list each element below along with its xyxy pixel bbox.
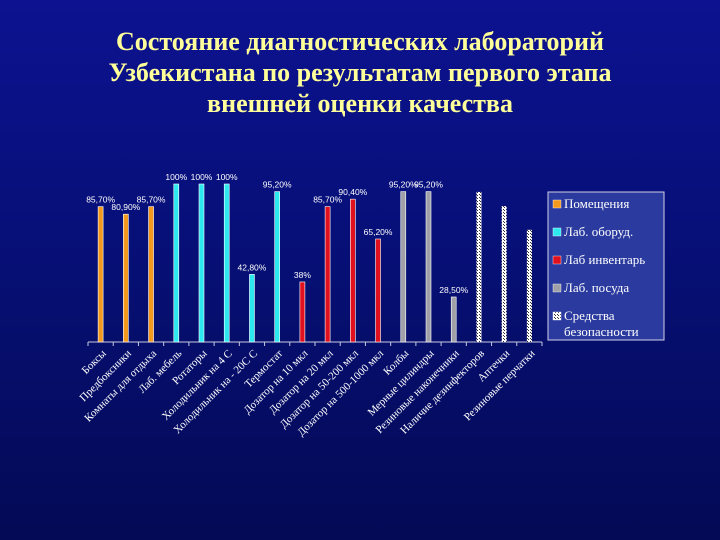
data-label: 95,20% — [263, 180, 292, 190]
legend — [547, 191, 665, 341]
bar — [299, 281, 306, 343]
bar — [501, 206, 507, 342]
legend-label: Лаб. посуда — [564, 280, 629, 295]
title-line: Состояние диагностических лабораторий — [116, 27, 604, 56]
data-label: 85,70% — [137, 195, 166, 205]
bar — [425, 191, 432, 343]
bar — [198, 183, 205, 343]
title-line: внешней оценки качества — [207, 89, 513, 118]
data-label: 95,20% — [414, 180, 443, 190]
bar — [350, 198, 356, 343]
data-label: 28,50% — [439, 285, 468, 295]
bar — [476, 191, 482, 342]
bar — [324, 206, 331, 343]
data-label: 95,20% — [389, 180, 418, 190]
legend-swatch — [552, 199, 562, 209]
bar — [526, 229, 532, 342]
bar — [375, 238, 381, 343]
bar — [249, 274, 255, 343]
data-label: 85,70% — [313, 195, 342, 205]
slide-title: Состояние диагностических лабораторий Уз… — [0, 26, 720, 119]
data-label: 38% — [294, 270, 311, 280]
legend-label: Лаб инвентарь — [564, 252, 645, 267]
data-label: 42,80% — [238, 262, 267, 272]
title-line: Узбекистана по результатам первого этапа — [108, 58, 612, 87]
legend-label: Средства безопасности — [564, 308, 639, 339]
bar — [223, 183, 230, 343]
data-label: 85,70% — [86, 195, 115, 205]
bar — [123, 213, 129, 343]
legend-swatch — [552, 283, 562, 293]
data-label: 65,20% — [364, 227, 393, 237]
bar — [400, 191, 407, 343]
data-label: 100% — [165, 172, 187, 182]
bar — [274, 191, 280, 343]
data-label: 80,90% — [111, 202, 140, 212]
legend-label: Помещения — [564, 196, 629, 211]
bar — [97, 206, 104, 343]
data-label: 100% — [216, 172, 238, 182]
bar — [450, 296, 457, 343]
bar — [173, 183, 180, 343]
data-label: 100% — [191, 172, 213, 182]
legend-label: Лаб. оборуд. — [564, 224, 633, 239]
data-label: 90,40% — [338, 187, 367, 197]
legend-swatch — [552, 255, 562, 265]
legend-swatch — [552, 227, 562, 237]
bar — [148, 206, 154, 343]
legend-swatch — [552, 311, 562, 321]
